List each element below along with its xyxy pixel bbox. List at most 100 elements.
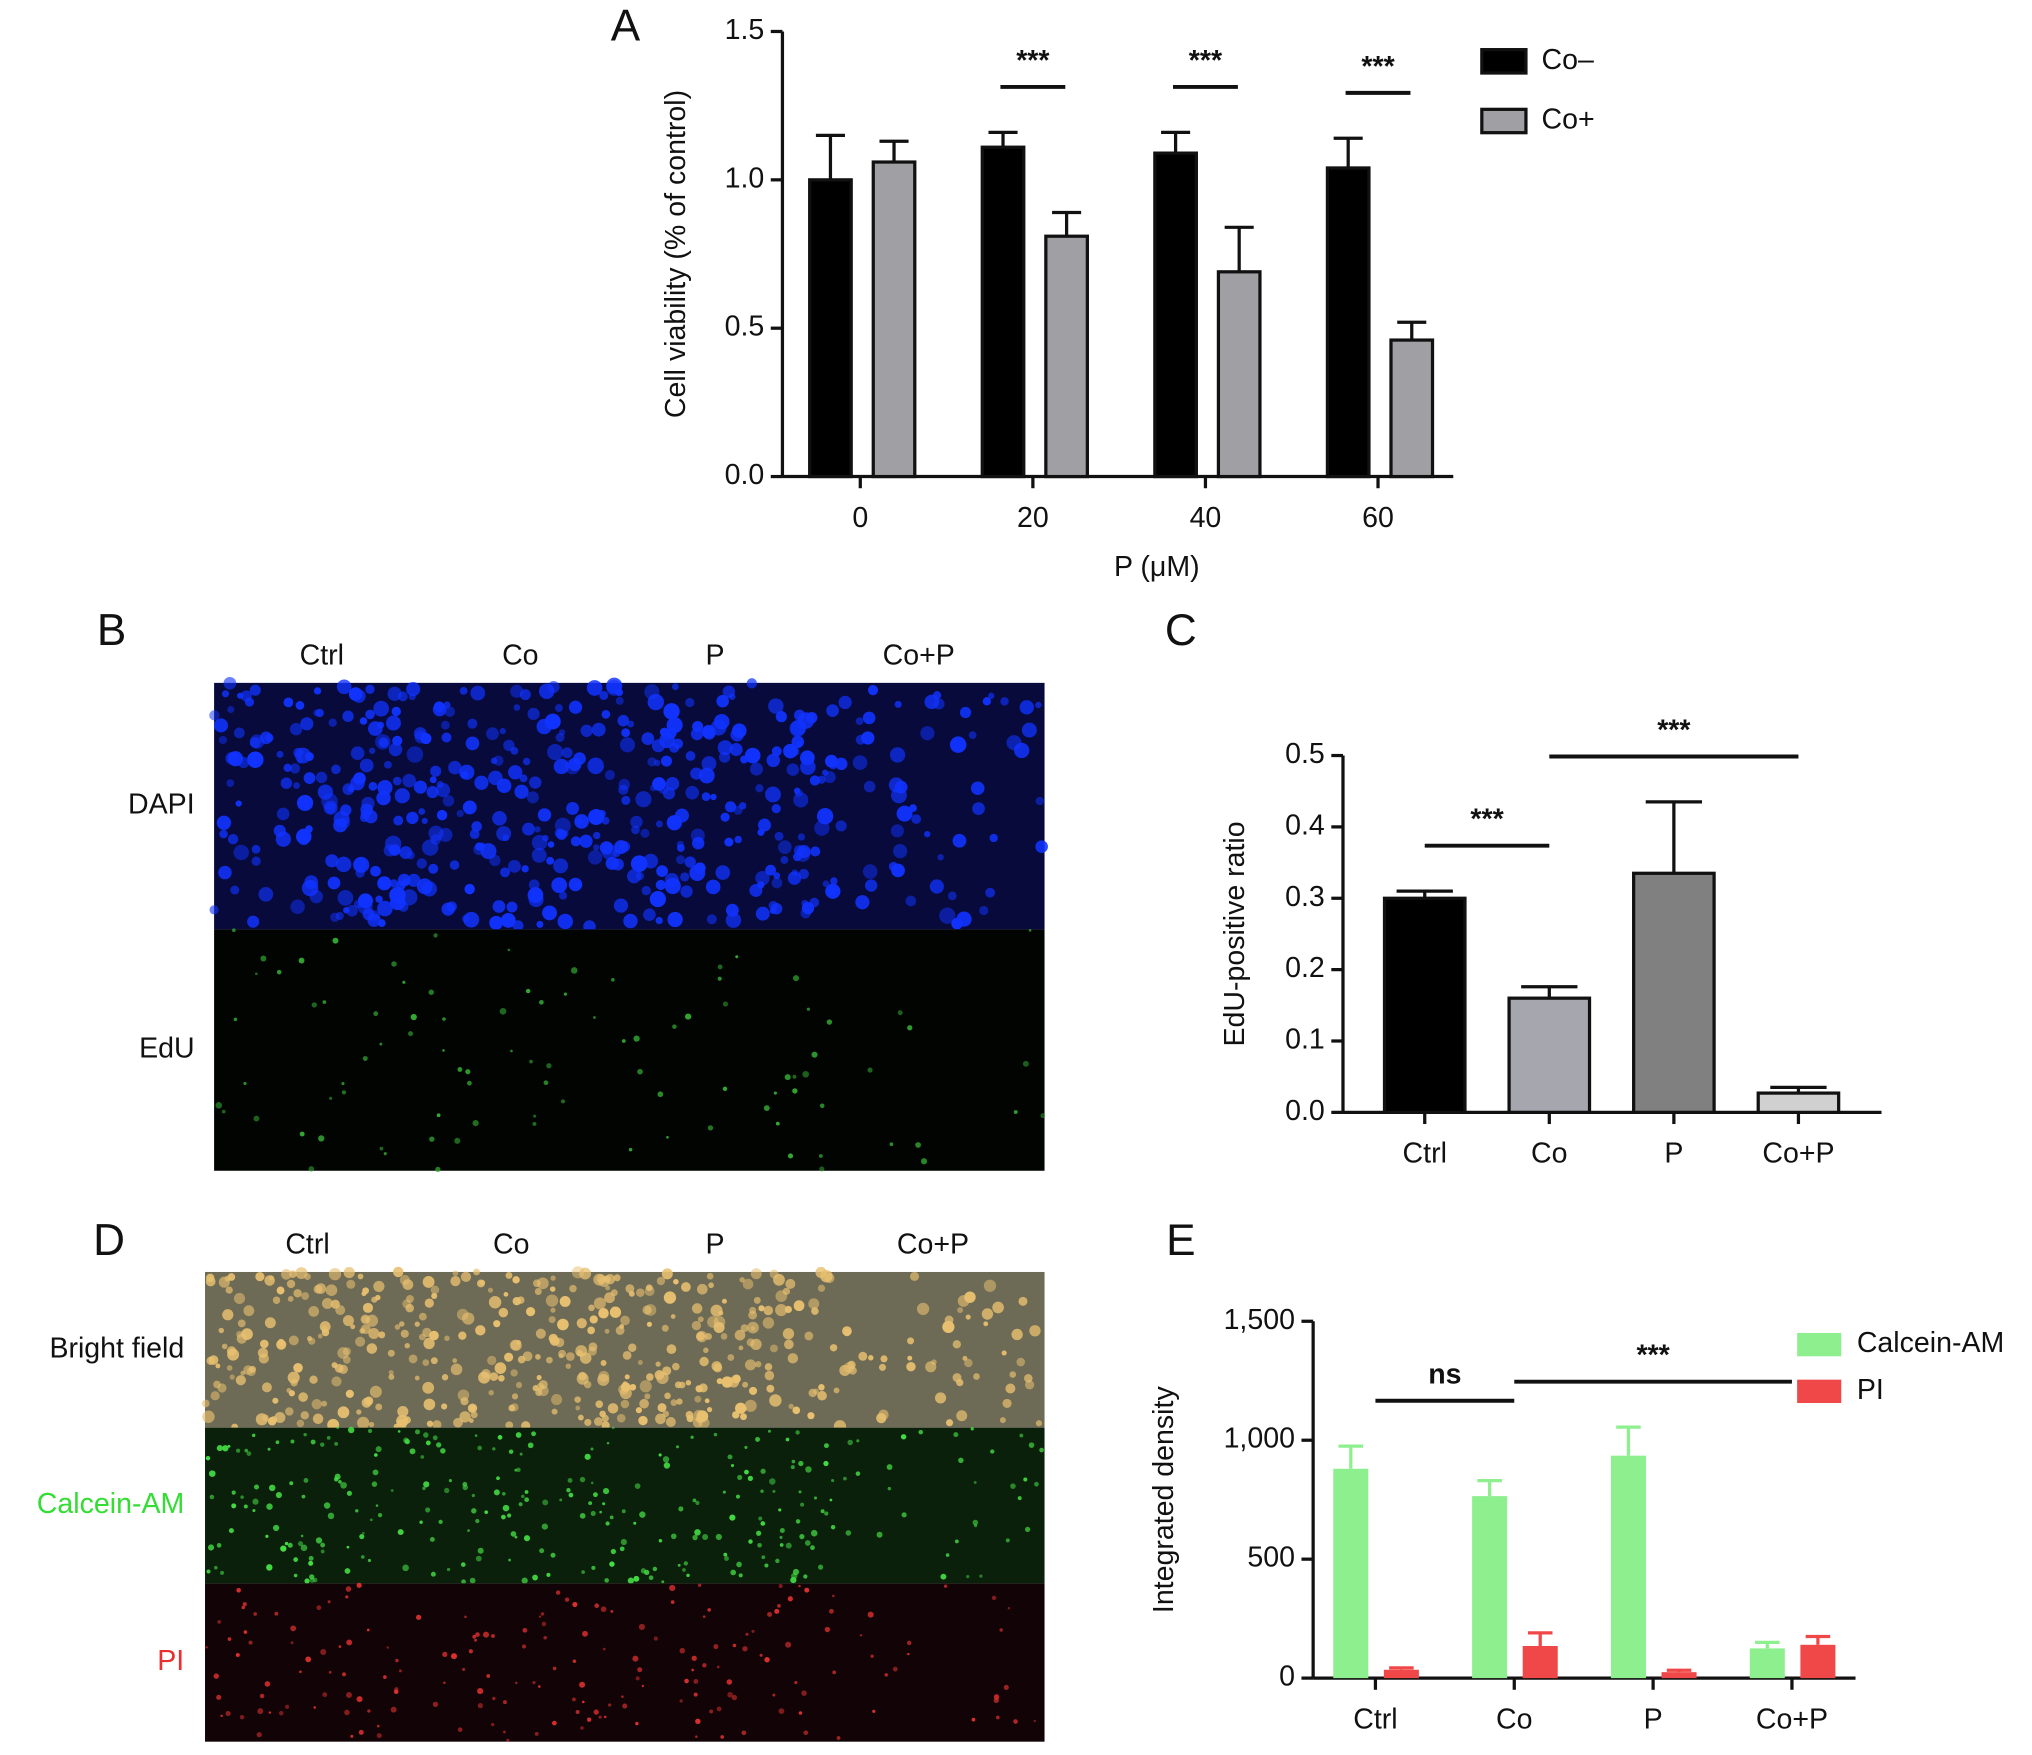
- legend-swatch: [1480, 48, 1528, 75]
- cell: [471, 1493, 476, 1498]
- column-label: Ctrl: [300, 639, 344, 671]
- bar: [1522, 1645, 1558, 1679]
- cell: [441, 1374, 449, 1381]
- cell: [858, 1351, 868, 1361]
- cell: [507, 948, 511, 952]
- cell: [254, 972, 258, 976]
- cell: [514, 784, 529, 799]
- cell: [804, 1540, 811, 1546]
- cell: [916, 1302, 930, 1316]
- cell: [801, 1690, 807, 1696]
- cell: [678, 1506, 684, 1512]
- cell: [255, 1413, 268, 1426]
- cell: [593, 1016, 596, 1019]
- cell: [293, 1289, 302, 1298]
- cell: [260, 955, 267, 962]
- cell: [744, 1469, 749, 1475]
- cell: [504, 1352, 514, 1362]
- cell: [309, 1375, 318, 1384]
- cell: [672, 1024, 677, 1029]
- row-label: EdU: [139, 1033, 195, 1065]
- cell: [501, 1514, 506, 1520]
- cell: [239, 1715, 245, 1720]
- cell: [443, 1681, 446, 1685]
- cell: [600, 1606, 607, 1613]
- cell: [426, 785, 439, 799]
- cell: [626, 869, 642, 884]
- cell: [953, 1432, 959, 1438]
- cell: [366, 1343, 378, 1354]
- cell: [225, 752, 239, 765]
- cell: [729, 743, 743, 757]
- cell: [568, 757, 582, 772]
- cell: [479, 1279, 486, 1286]
- cell: [396, 1419, 407, 1430]
- cell: [864, 879, 878, 892]
- cell: [300, 717, 314, 731]
- cell: [699, 1356, 709, 1367]
- cell: [361, 1555, 365, 1559]
- cell: [670, 1533, 677, 1540]
- cell: [990, 1449, 995, 1454]
- panel-letter: A: [611, 2, 641, 51]
- cell: [215, 1101, 223, 1109]
- cell: [783, 743, 798, 759]
- cell: [388, 742, 403, 757]
- cell: [465, 1069, 471, 1075]
- cell: [293, 1573, 298, 1578]
- cell: [621, 1695, 624, 1698]
- cell: [813, 1388, 820, 1395]
- cell: [346, 904, 358, 917]
- cell: [515, 1381, 523, 1389]
- cell: [253, 1484, 260, 1490]
- cell: [362, 1056, 368, 1062]
- cell: [924, 830, 931, 838]
- cell: [795, 846, 811, 862]
- cell: [350, 1324, 356, 1330]
- cell: [338, 1645, 342, 1648]
- cell: [522, 1627, 528, 1633]
- cell: [983, 1321, 989, 1327]
- cell: [558, 1349, 567, 1358]
- cell: [386, 1646, 389, 1649]
- cell: [744, 1445, 748, 1449]
- cell: [710, 793, 717, 801]
- cell: [499, 1007, 507, 1015]
- cell: [365, 684, 375, 694]
- cell: [685, 1379, 692, 1386]
- cell: [505, 1271, 513, 1279]
- cell: [467, 1529, 470, 1533]
- cell: [777, 840, 792, 855]
- cell: [604, 1578, 609, 1583]
- cell: [233, 1017, 238, 1021]
- cell: [945, 1419, 954, 1427]
- cell: [275, 1492, 282, 1499]
- significance-label: ***: [1636, 1340, 1670, 1372]
- cell: [331, 1362, 338, 1369]
- cell: [303, 1477, 309, 1483]
- cell: [579, 1476, 586, 1483]
- cell: [901, 1512, 907, 1518]
- cell: [311, 1002, 317, 1008]
- cell: [233, 844, 249, 861]
- cell: [542, 1499, 549, 1506]
- cell: [602, 1647, 606, 1651]
- cell: [744, 1359, 757, 1371]
- cell: [366, 1628, 370, 1632]
- cell: [618, 784, 629, 795]
- cell: [325, 1284, 338, 1297]
- cell: [790, 1465, 795, 1470]
- cell: [629, 1383, 637, 1391]
- cell: [267, 1416, 277, 1426]
- cell: [826, 704, 839, 717]
- row-label: PI: [157, 1645, 184, 1677]
- cell: [472, 1120, 479, 1127]
- cell: [465, 736, 480, 751]
- cell: [221, 690, 230, 698]
- cell: [666, 1344, 677, 1355]
- cell: [823, 1460, 829, 1467]
- cell: [1029, 1325, 1041, 1337]
- cell: [830, 1524, 836, 1530]
- cell: [336, 679, 352, 695]
- cell: [290, 899, 305, 915]
